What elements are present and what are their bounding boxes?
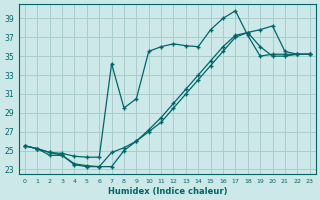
X-axis label: Humidex (Indice chaleur): Humidex (Indice chaleur) — [108, 187, 227, 196]
